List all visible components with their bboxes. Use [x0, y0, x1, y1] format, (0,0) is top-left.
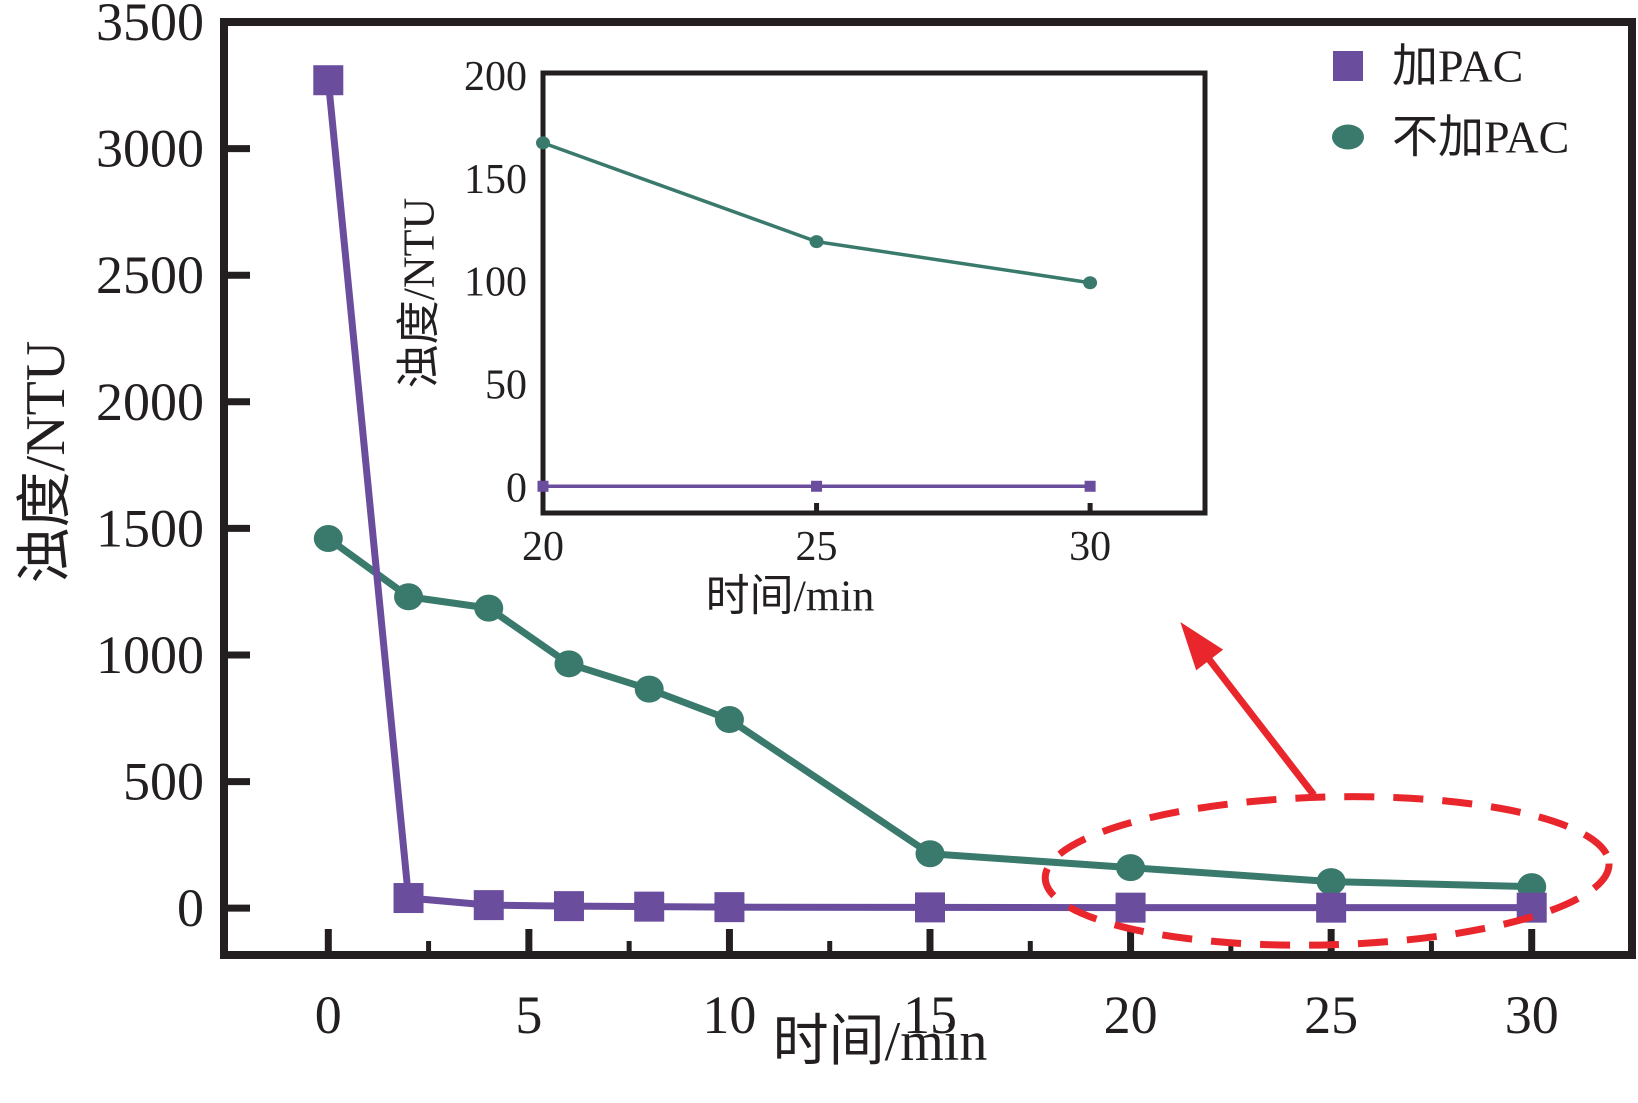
- inset-marker-square: [811, 480, 823, 492]
- main-marker-square: [1115, 892, 1146, 923]
- main-x-tick-label: 15: [903, 985, 957, 1045]
- inset-x-tick-label: 25: [796, 524, 838, 570]
- main-y-tick-label: 0: [177, 878, 204, 938]
- main-y-tick-label: 3000: [96, 119, 204, 179]
- main-y-tick-label: 3500: [96, 0, 204, 52]
- main-marker-square: [1316, 892, 1347, 923]
- main-marker-square: [393, 883, 424, 914]
- inset-pointer-arrow-shaft: [1195, 642, 1317, 798]
- main-x-tick-label: 25: [1304, 985, 1358, 1045]
- inset-y-axis-title: 浊度/NTU: [395, 198, 444, 389]
- inset-pointer-arrow-head: [1180, 622, 1224, 671]
- inset-marker-square: [1084, 480, 1096, 492]
- main-marker-square: [915, 892, 946, 923]
- main-x-tick-label: 20: [1104, 985, 1158, 1045]
- main-x-tick-label: 10: [702, 985, 756, 1045]
- inset-marker-circle: [1083, 276, 1098, 290]
- inset-y-tick-label: 150: [464, 157, 527, 203]
- inset-series-line-no-pac: [542, 141, 1091, 285]
- legend: 加PAC 不加PAC: [1332, 41, 1569, 163]
- main-marker-square: [473, 890, 504, 921]
- inset-marker-circle: [809, 235, 824, 249]
- main-series-line-no-pac: [326, 535, 1532, 891]
- main-y-tick-label: 2500: [96, 245, 204, 305]
- main-marker-circle: [313, 525, 343, 553]
- inset-marker-square: [537, 480, 549, 492]
- inset-marker-circle: [536, 136, 550, 150]
- legend-item-label: 加PAC: [1392, 41, 1523, 92]
- inset-y-tick-label: 50: [485, 363, 527, 409]
- main-y-axis-title: 浊度/NTU: [15, 341, 77, 584]
- main-x-tick-label: 5: [515, 985, 542, 1045]
- inset-x-axis-title: 时间/min: [706, 572, 875, 621]
- main-marker-square: [553, 891, 584, 922]
- main-plot: 0 5 10 15 20 25 300500100015002000250030003500…: [15, 0, 1636, 1073]
- main-x-tick-label: 0: [315, 985, 342, 1045]
- main-marker-circle: [474, 594, 504, 622]
- inset-plot-frame: [540, 70, 1208, 516]
- main-marker-circle: [915, 840, 945, 868]
- legend-item-label: 不加PAC: [1392, 112, 1569, 163]
- inset-x-tick-label: 20: [522, 524, 564, 570]
- legend-circle-marker: [1332, 124, 1364, 150]
- inset-y-tick-label: 100: [464, 260, 527, 306]
- main-y-tick-label: 1000: [96, 625, 204, 685]
- inset-y-tick-label: 0: [506, 465, 527, 511]
- inset-x-tick-label: 30: [1069, 524, 1111, 570]
- main-marker-circle: [714, 706, 744, 734]
- main-marker-square: [634, 891, 665, 922]
- inset-y-tick-label: 200: [464, 54, 527, 100]
- legend-square-marker: [1333, 51, 1363, 81]
- main-marker-circle: [394, 583, 424, 611]
- main-marker-circle: [1116, 854, 1146, 882]
- main-y-tick-label: 500: [123, 752, 204, 812]
- main-marker-square: [313, 65, 344, 96]
- main-marker-circle: [1316, 868, 1346, 896]
- main-marker-circle: [634, 675, 664, 703]
- main-y-tick-label: 2000: [96, 372, 204, 432]
- inset-plot: 20 25 30 0 50 100 150 200 时间/min 浊度/NTU: [395, 54, 1208, 621]
- main-marker-square: [714, 892, 745, 923]
- main-marker-circle: [554, 650, 584, 678]
- main-x-axis-title: 时间/min: [773, 1011, 988, 1073]
- main-y-tick-label: 1500: [96, 498, 204, 558]
- main-x-tick-label: 30: [1505, 985, 1559, 1045]
- main-series-line-pac: [324, 79, 1532, 912]
